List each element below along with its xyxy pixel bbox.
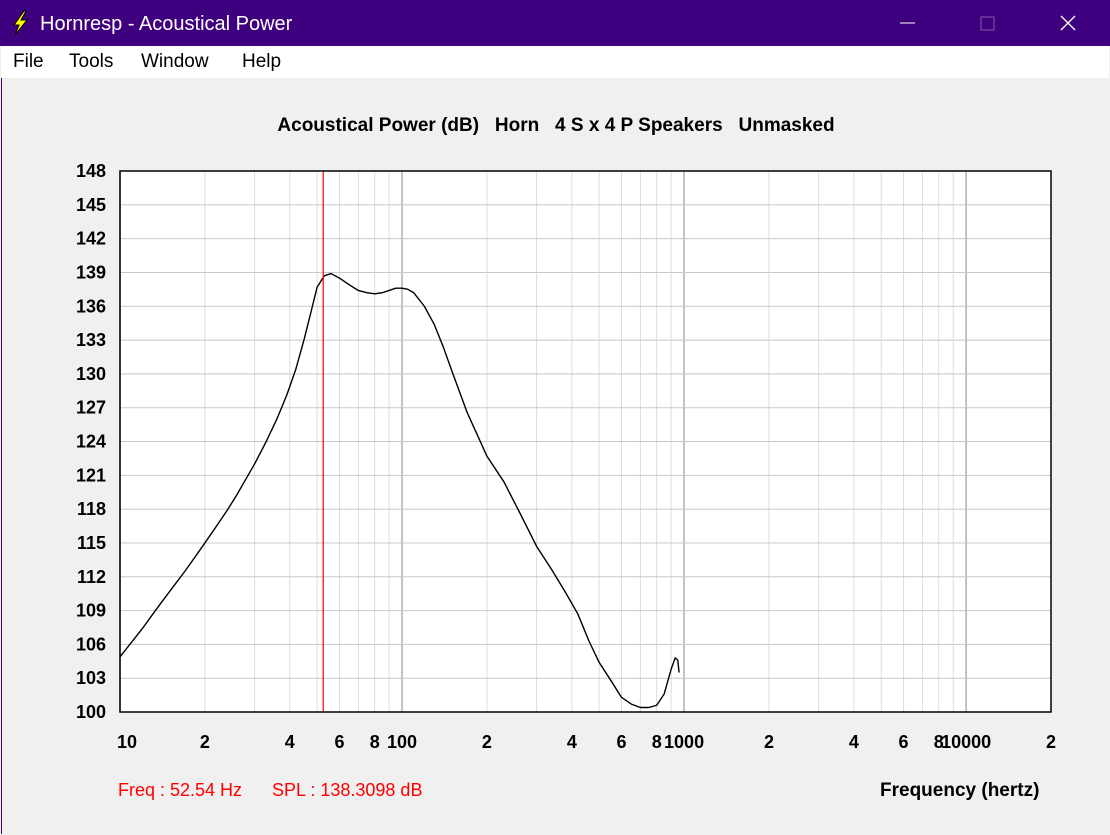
chart-title: Acoustical Power (dB) Horn 4 S x 4 P Spe…: [277, 115, 835, 136]
x-axis-label: Frequency (hertz): [880, 780, 1040, 801]
x-tick-label: 6: [334, 732, 344, 752]
y-tick-label: 118: [77, 499, 106, 519]
y-tick-label: 115: [77, 533, 106, 553]
chart-window-client: Acoustical Power (dB) Horn 4 S x 4 P Spe…: [1, 78, 1110, 834]
y-tick-label: 145: [76, 195, 106, 215]
y-tick-label: 121: [76, 465, 106, 485]
x-tick-label: 100: [387, 732, 417, 752]
x-tick-label: 8: [652, 732, 662, 752]
y-tick-label: 103: [76, 668, 106, 688]
y-tick-label: 130: [76, 364, 106, 384]
close-button[interactable]: [1030, 0, 1110, 46]
x-tick-label: 6: [899, 732, 909, 752]
x-tick-label: 4: [285, 732, 295, 752]
x-tick-label: 1000: [664, 732, 704, 752]
x-tick-label: 2: [764, 732, 774, 752]
y-tick-label: 124: [76, 432, 106, 452]
y-tick-label: 112: [77, 567, 106, 587]
x-tick-label: 8: [370, 732, 380, 752]
x-tick-label: 10: [117, 732, 137, 752]
y-tick-label: 100: [76, 702, 106, 722]
cursor-spl-readout: SPL : 138.3098 dB: [272, 780, 423, 800]
x-tick-label: 2: [482, 732, 492, 752]
y-tick-label: 106: [76, 634, 106, 654]
response-curve: [119, 272, 680, 709]
x-tick-label: 2: [200, 732, 210, 752]
x-tick-label: 4: [567, 732, 577, 752]
menu-file[interactable]: File: [13, 51, 44, 72]
menu-window[interactable]: Window: [141, 51, 209, 72]
plot-border: [119, 170, 1052, 713]
x-tick-label: 10000: [941, 732, 991, 752]
menu-help[interactable]: Help: [242, 51, 282, 72]
y-tick-label: 136: [76, 296, 106, 316]
y-tick-label: 139: [76, 262, 106, 282]
window-title: Hornresp - Acoustical Power: [40, 13, 293, 35]
x-tick-label: 6: [616, 732, 626, 752]
x-tick-label: 8: [934, 732, 944, 752]
y-tick-label: 142: [76, 229, 106, 249]
y-tick-label: 133: [76, 330, 106, 350]
title-bar: Hornresp - Acoustical Power: [0, 0, 1110, 46]
maximize-button[interactable]: [948, 0, 1028, 46]
y-tick-label: 127: [76, 398, 106, 418]
menu-tools[interactable]: Tools: [69, 51, 114, 72]
menu-bar: File Tools Window Help: [1, 46, 1109, 78]
acoustical-power-chart[interactable]: 148 145 142 139 136 133 130 127 124 121 118 115 112 1…: [2, 78, 1110, 778]
y-tick-label: 109: [76, 601, 106, 621]
cursor-frequency-readout: Freq : 52.54 Hz: [118, 780, 243, 800]
x-tick-label: 4: [849, 732, 859, 752]
minimize-button[interactable]: [868, 0, 948, 46]
lightning-bolt-icon: [13, 10, 29, 36]
x-tick-label: 2: [1046, 732, 1056, 752]
y-tick-label: 148: [76, 161, 106, 181]
